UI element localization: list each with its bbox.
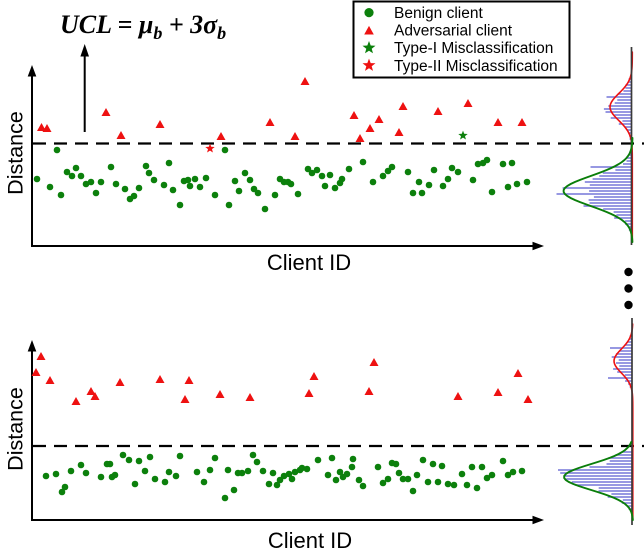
svg-text:Type-I Misclassification: Type-I Misclassification [394, 40, 553, 57]
svg-text:Client ID: Client ID [268, 528, 352, 553]
svg-text:Benign client: Benign client [394, 5, 483, 22]
svg-text:Distance: Distance [4, 111, 28, 195]
svg-text:Adversarial client: Adversarial client [394, 23, 513, 40]
svg-text:Distance: Distance [4, 387, 28, 471]
svg-text:UCL = μb + 3σb: UCL = μb + 3σb [60, 10, 226, 43]
svg-text:Client ID: Client ID [267, 250, 351, 275]
svg-text:Type-II Misclassification: Type-II Misclassification [394, 58, 558, 75]
